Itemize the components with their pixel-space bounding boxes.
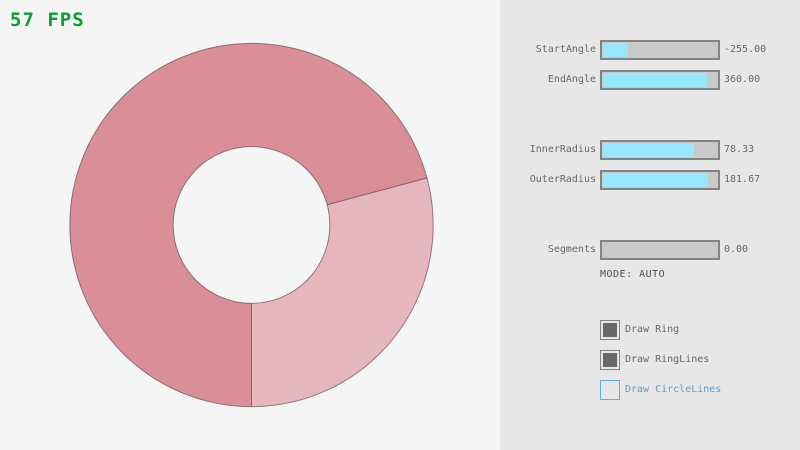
checkbox-label-draw-circle-lines: Draw CircleLines [625, 384, 722, 395]
slider-label-segments: Segments [547, 244, 596, 255]
fps-counter: 57 FPS [10, 9, 85, 31]
slider-value-end-angle: 360.00 [724, 74, 761, 85]
ring-sector-single [251, 177, 434, 407]
slider-fill [603, 73, 708, 87]
control-panel: StartAngle -255.00 EndAngle 360.00 Inner… [500, 0, 800, 450]
slider-end-angle[interactable] [600, 70, 720, 90]
slider-label-inner-radius: InnerRadius [529, 144, 596, 155]
slider-row-outer-radius: OuterRadius 181.67 [500, 170, 800, 190]
slider-inner-radius[interactable] [600, 140, 720, 160]
checkbox-draw-circle-lines[interactable] [600, 380, 620, 400]
checkbox-draw-ring-lines[interactable] [600, 350, 620, 370]
checkbox-draw-ring[interactable] [600, 320, 620, 340]
slider-outer-radius[interactable] [600, 170, 720, 190]
ring-line-start [327, 177, 428, 206]
ring-outline-outer [69, 42, 434, 408]
slider-fill [603, 173, 709, 187]
slider-value-segments: 0.00 [724, 244, 749, 255]
segments-mode-label: MODE: AUTO [600, 269, 666, 280]
ring-outline-inner [172, 146, 331, 304]
slider-value-inner-radius: 78.33 [724, 144, 755, 155]
slider-fill [603, 143, 694, 157]
slider-start-angle[interactable] [600, 40, 720, 60]
slider-label-start-angle: StartAngle [535, 44, 596, 55]
checkbox-label-draw-ring-lines: Draw RingLines [625, 354, 710, 365]
slider-row-start-angle: StartAngle -255.00 [500, 40, 800, 60]
checkbox-row-draw-ring-lines: Draw RingLines [500, 350, 800, 370]
checkbox-row-draw-ring: Draw Ring [500, 320, 800, 340]
slider-row-end-angle: EndAngle 360.00 [500, 70, 800, 90]
slider-fill [603, 43, 629, 57]
slider-row-segments: Segments 0.00 [500, 240, 800, 260]
slider-segments[interactable] [600, 240, 720, 260]
checkbox-row-draw-circle-lines: Draw CircleLines [500, 380, 800, 400]
slider-value-start-angle: -255.00 [724, 44, 767, 55]
slider-label-outer-radius: OuterRadius [529, 174, 596, 185]
slider-label-end-angle: EndAngle [547, 74, 596, 85]
checkbox-label-draw-ring: Draw Ring [625, 324, 680, 335]
slider-row-inner-radius: InnerRadius 78.33 [500, 140, 800, 160]
slider-value-outer-radius: 181.67 [724, 174, 761, 185]
